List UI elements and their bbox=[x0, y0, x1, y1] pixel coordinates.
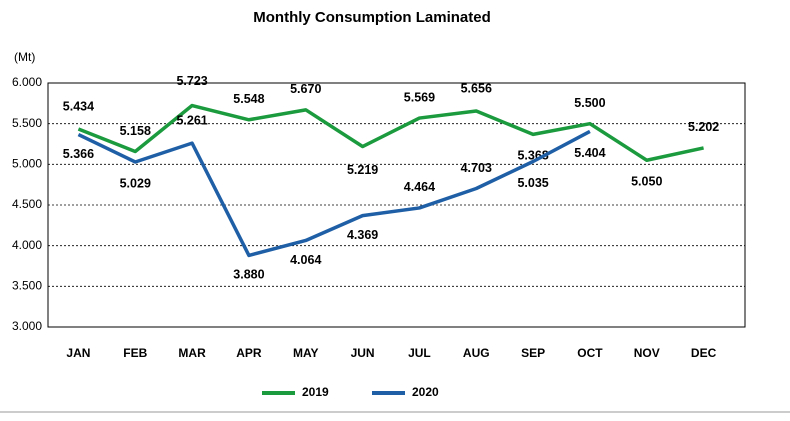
data-label: 5.656 bbox=[461, 81, 492, 95]
data-label: 5.366 bbox=[63, 147, 94, 161]
y-tick-label: 6.000 bbox=[12, 75, 42, 89]
data-label: 5.202 bbox=[688, 120, 719, 134]
y-axis-label: (Mt) bbox=[14, 50, 35, 64]
x-tick-label: SEP bbox=[521, 346, 545, 360]
x-tick-label: MAR bbox=[178, 346, 206, 360]
data-label: 5.670 bbox=[290, 82, 321, 96]
y-tick-label: 5.500 bbox=[12, 116, 42, 130]
x-tick-label: MAY bbox=[293, 346, 319, 360]
y-tick-label: 4.000 bbox=[12, 238, 42, 252]
y-tick-label: 5.000 bbox=[12, 157, 42, 171]
data-label: 5.404 bbox=[574, 146, 605, 160]
data-label: 5.548 bbox=[233, 92, 264, 106]
y-tick-label: 3.500 bbox=[12, 279, 42, 293]
data-label: 5.219 bbox=[347, 163, 378, 177]
data-label: 5.434 bbox=[63, 99, 94, 113]
data-label: 5.261 bbox=[176, 113, 207, 127]
data-label: 5.029 bbox=[120, 176, 151, 190]
legend-label: 2020 bbox=[412, 385, 439, 399]
x-tick-label: DEC bbox=[691, 346, 717, 360]
data-label: 3.880 bbox=[233, 268, 264, 282]
chart-title: Monthly Consumption Laminated bbox=[253, 9, 491, 26]
y-tick-label: 3.000 bbox=[12, 319, 42, 333]
data-label: 5.035 bbox=[517, 176, 548, 190]
x-tick-label: JUN bbox=[351, 346, 375, 360]
data-label: 5.569 bbox=[404, 90, 435, 104]
x-tick-label: NOV bbox=[634, 346, 660, 360]
x-tick-label: APR bbox=[236, 346, 262, 360]
data-label: 4.703 bbox=[461, 161, 492, 175]
data-label: 5.500 bbox=[574, 96, 605, 110]
data-label: 5.050 bbox=[631, 175, 662, 189]
x-tick-label: FEB bbox=[123, 346, 147, 360]
series-line bbox=[77, 103, 704, 163]
data-label: 4.369 bbox=[347, 228, 378, 242]
data-label: 4.464 bbox=[404, 180, 435, 194]
series-line bbox=[77, 129, 591, 258]
x-tick-label: AUG bbox=[463, 346, 490, 360]
x-tick-label: JUL bbox=[408, 346, 431, 360]
data-label: 5.158 bbox=[120, 124, 151, 138]
data-label: 4.064 bbox=[290, 253, 321, 267]
y-tick-label: 4.500 bbox=[12, 197, 42, 211]
x-tick-label: JAN bbox=[66, 346, 90, 360]
x-tick-label: OCT bbox=[577, 346, 603, 360]
legend-label: 2019 bbox=[302, 385, 329, 399]
data-label: 5.723 bbox=[176, 74, 207, 88]
